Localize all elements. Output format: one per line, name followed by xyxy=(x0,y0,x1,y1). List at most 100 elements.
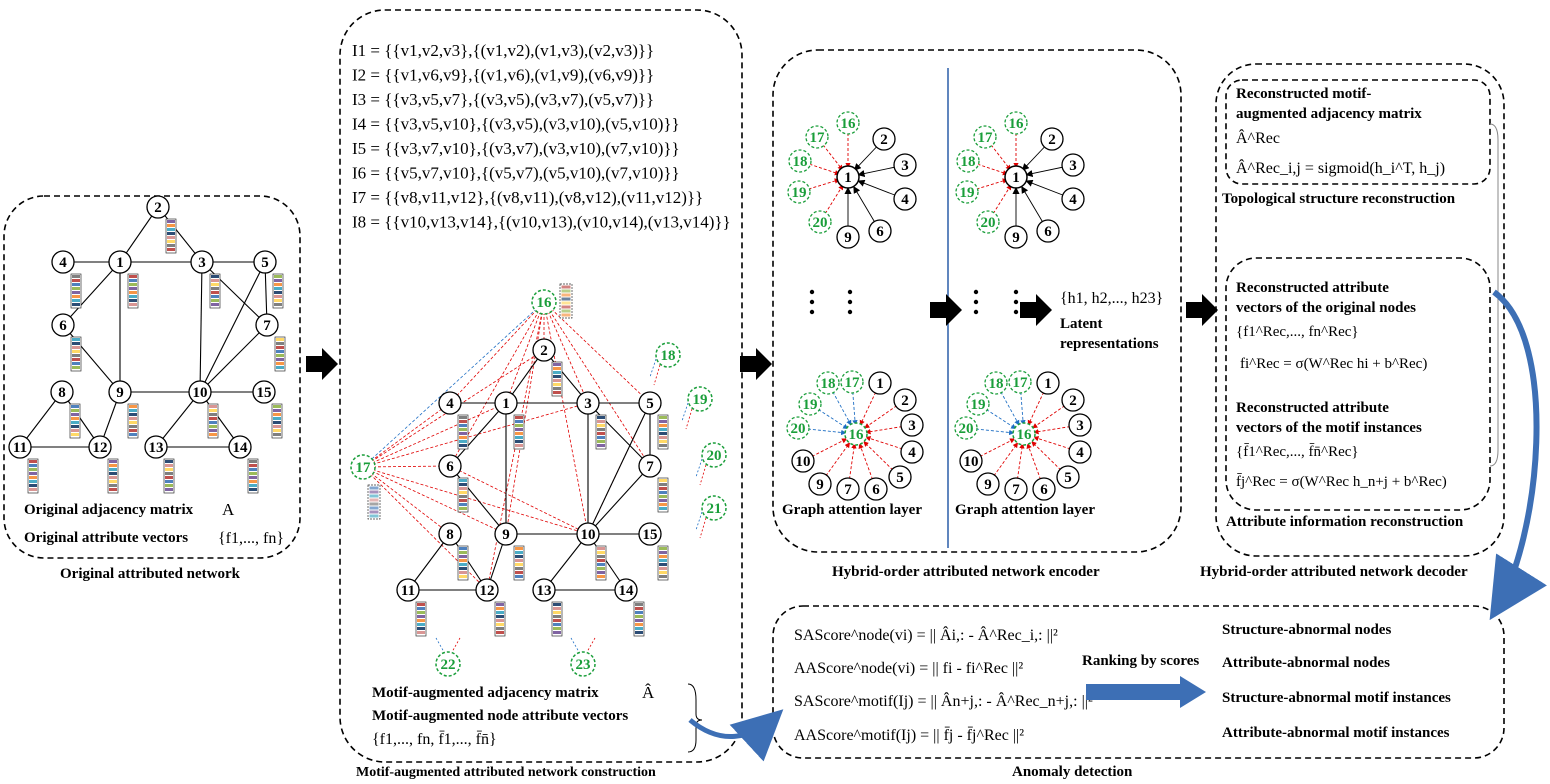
enc-star2-b-edge xyxy=(987,442,1019,485)
enc-star1-a-node-4: 4 xyxy=(893,187,917,211)
svg-text:11: 11 xyxy=(13,440,27,456)
orig-node-5: 5 xyxy=(253,250,277,274)
cons-node-12: 12 xyxy=(475,578,499,602)
svg-text:5: 5 xyxy=(261,255,269,271)
svg-text:18: 18 xyxy=(989,376,1004,392)
enc-star1-a-node-16: 16 xyxy=(836,111,860,135)
cons-node-5: 5 xyxy=(638,391,662,415)
orig-attr-bar-3 xyxy=(209,273,221,309)
orig-edge xyxy=(199,261,266,393)
svg-text:9: 9 xyxy=(816,477,824,493)
motif-tail xyxy=(699,517,707,539)
motif-tail xyxy=(695,458,703,478)
topo-formula: Â^Rec_i,j = sigmoid(h_i^T, h_j) xyxy=(1236,158,1445,177)
orig-attr-bar-8 xyxy=(69,403,81,439)
svg-text:15: 15 xyxy=(643,527,658,543)
motif-tail xyxy=(681,402,689,422)
motif16-17-link xyxy=(362,301,545,468)
svg-text:11: 11 xyxy=(401,583,415,599)
orig-node-14: 14 xyxy=(228,435,252,459)
svg-text:18: 18 xyxy=(961,154,976,170)
motif17-link xyxy=(362,466,488,591)
orig-attr-bar-13 xyxy=(163,458,175,494)
svg-text:16: 16 xyxy=(1009,116,1025,132)
enc-star2-b-node-1: 1 xyxy=(1036,371,1060,395)
score-4: AAScore^motif(Ij) = || f̄j - f̄j^Rec ||² xyxy=(794,726,1024,744)
svg-text:3: 3 xyxy=(198,255,206,271)
cons-node-3: 3 xyxy=(576,391,600,415)
cons-attr-label: Motif-augmented node attribute vectors xyxy=(372,708,628,724)
enc-star2-a-node-6: 6 xyxy=(864,477,888,501)
orig-attr-bar-14 xyxy=(247,458,259,494)
motif17-link xyxy=(362,466,589,535)
enc-star2-b-edge xyxy=(1031,441,1069,478)
cons-title: Motif-augmented attributed network const… xyxy=(356,765,656,780)
svg-text:19: 19 xyxy=(803,397,818,413)
svg-text:10: 10 xyxy=(796,454,811,470)
orig-attr-bar-1 xyxy=(127,273,139,309)
construction-attribute-bars xyxy=(367,283,669,637)
svg-text:18: 18 xyxy=(661,348,676,364)
cons-node-15: 15 xyxy=(638,522,662,546)
enc-star2-a-node-10: 10 xyxy=(791,449,815,473)
svg-text:3: 3 xyxy=(901,158,909,174)
svg-text:2: 2 xyxy=(540,343,548,359)
svg-text:3: 3 xyxy=(1076,418,1084,434)
svg-text:12: 12 xyxy=(93,440,108,456)
motif16-link xyxy=(543,301,651,467)
cons-node-2: 2 xyxy=(532,338,556,362)
svg-text:17: 17 xyxy=(356,460,372,476)
orig-node-4: 4 xyxy=(51,250,75,274)
svg-text:21: 21 xyxy=(707,501,722,517)
motif-tail xyxy=(451,637,461,653)
svg-text:19: 19 xyxy=(693,392,708,408)
cons-attr-bar-7 xyxy=(657,477,669,513)
motif16-link xyxy=(543,301,589,404)
cons-adj-symbol: Â xyxy=(642,683,655,702)
score-1: SAScore^node(vi) = || Âi,: - Â^Rec_i,: |… xyxy=(794,625,1058,644)
enc-star2-a-edge xyxy=(863,441,901,478)
svg-text:10: 10 xyxy=(581,527,596,543)
enc-star1-b-node-18: 18 xyxy=(956,149,980,173)
enc-star1-b-center: 1 xyxy=(1004,165,1028,189)
brace xyxy=(687,683,703,753)
cons-node-8: 8 xyxy=(438,522,462,546)
enc-star1-a-node-19: 19 xyxy=(787,180,811,204)
orig-title: Original attributed network xyxy=(60,566,241,582)
svg-text:6: 6 xyxy=(872,482,880,498)
enc-star1-b-node-2: 2 xyxy=(1040,127,1064,151)
svg-text:1: 1 xyxy=(1044,376,1052,392)
orig-node-1: 1 xyxy=(108,250,132,274)
svg-text:9: 9 xyxy=(844,230,852,246)
cons-node-11: 11 xyxy=(396,578,420,602)
score-3: SAScore^motif(Ij) = || Ân+j,: - Â^Rec_n+… xyxy=(794,691,1093,710)
motif-tail xyxy=(435,637,445,653)
enc-star2-a-node-9: 9 xyxy=(808,472,832,496)
orig-edge xyxy=(201,261,268,326)
cons-attr-bar-13 xyxy=(551,601,563,637)
svg-text:3: 3 xyxy=(908,418,916,434)
cons-node-1: 1 xyxy=(494,391,518,415)
cons-attr-bar-14 xyxy=(633,601,645,637)
cons-edge xyxy=(449,402,507,467)
motif-instance-6: I6 = {{v5,v7,v10},{(v5,v7),(v5,v10),(v7,… xyxy=(352,164,680,183)
panel-original xyxy=(3,195,301,559)
motif17-link xyxy=(362,465,451,468)
svg-text:9: 9 xyxy=(1012,230,1020,246)
enc-star2-a-node-19: 19 xyxy=(798,392,822,416)
cons-attr-bar-9 xyxy=(513,545,525,581)
svg-text:2: 2 xyxy=(901,393,909,409)
cons-attr-bar-5 xyxy=(657,414,669,450)
anomaly-title: Anomaly detection xyxy=(1012,764,1133,780)
panel-encoder xyxy=(772,49,1182,553)
motif-tail xyxy=(653,364,661,386)
cons-attr-bar-2 xyxy=(551,361,563,397)
motif-tail xyxy=(649,358,657,378)
enc-star2-b-node-20: 20 xyxy=(954,416,978,440)
svg-text:7: 7 xyxy=(844,482,852,498)
motif-list: I1 = {{v1,v2,v3},{(v1,v2),(v1,v3),(v2,v3… xyxy=(352,41,731,232)
orig-node-9: 9 xyxy=(108,380,132,404)
svg-text:18: 18 xyxy=(821,376,836,392)
orig-adj-label: Original adjacency matrix xyxy=(24,502,194,518)
cons-edge xyxy=(449,465,507,535)
